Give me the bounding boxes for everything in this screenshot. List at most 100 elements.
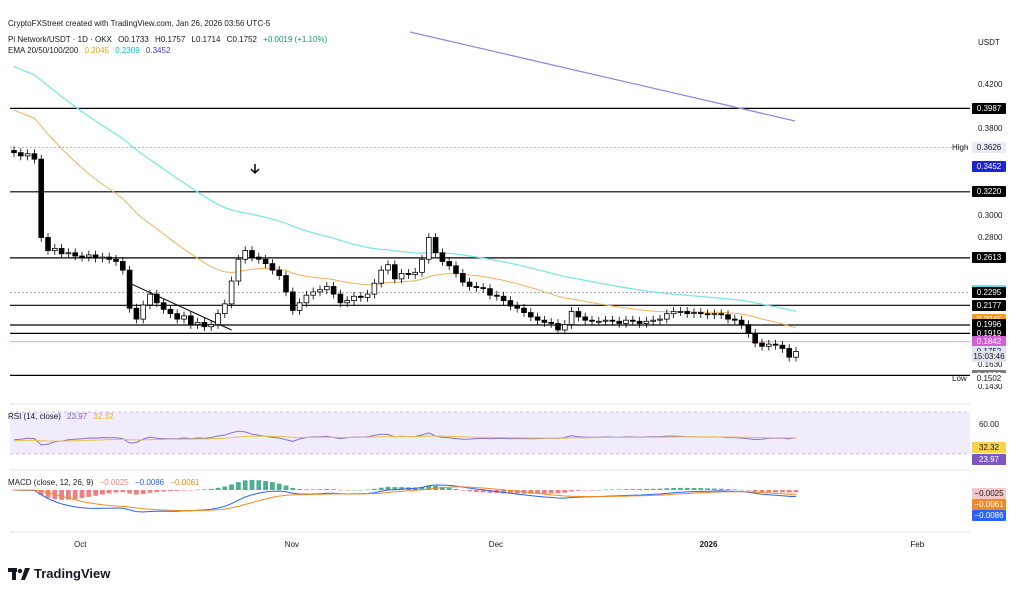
macd-legend: MACD (close, 12, 26, 9) −0.0025 −0.0086 … — [8, 478, 204, 487]
candle-body — [317, 289, 323, 293]
macd-histogram-bar — [270, 482, 275, 490]
ohlc-change: +0.0019 (+1.10%) — [263, 35, 328, 44]
candle-body — [609, 319, 616, 322]
candle-body — [208, 324, 215, 328]
candle-body — [534, 316, 541, 321]
candle-body — [228, 280, 235, 305]
candle-body — [45, 237, 51, 251]
candle-body — [602, 319, 609, 322]
candle-body — [507, 300, 514, 307]
arrow-down-icon — [250, 164, 260, 175]
macd-histogram-bar — [140, 490, 146, 495]
candle-body — [398, 273, 405, 280]
macd-histogram-bar — [113, 490, 119, 493]
price-label-badge: 15:03:46 — [972, 351, 1006, 363]
macd-histogram-bar — [664, 488, 670, 490]
candle-body — [140, 304, 147, 320]
candle-body — [262, 258, 269, 265]
macd-histogram-bar — [297, 489, 302, 490]
macd-histogram-bar — [684, 487, 690, 490]
trend-line — [129, 282, 232, 331]
macd-histogram-bar — [514, 490, 520, 494]
candle-body — [473, 286, 480, 288]
candle-body — [38, 158, 44, 238]
candle-body — [555, 323, 561, 331]
macd-histogram-bar — [576, 490, 581, 491]
price-label-prefix: Low — [952, 373, 967, 383]
candle-body — [446, 261, 452, 267]
ema-100-line — [13, 65, 797, 312]
ema-200-line — [409, 31, 796, 122]
candle-body — [480, 287, 486, 290]
candle-body — [323, 286, 330, 291]
candle-body — [589, 319, 595, 322]
candle-body — [310, 291, 316, 296]
macd-histogram-bar — [208, 488, 214, 490]
ema-200-value: 0.3452 — [145, 46, 171, 55]
candle-body — [657, 318, 663, 321]
macd-signal-value: −0.0061 — [170, 478, 200, 487]
price-tick-label: 0.1630 — [978, 359, 1003, 369]
candle-body — [364, 293, 371, 298]
candle-body — [296, 302, 303, 311]
candle-body — [562, 324, 568, 331]
macd-histogram-bar — [154, 490, 160, 493]
macd-histogram-bar — [181, 490, 187, 491]
macd-histogram-bar — [698, 488, 704, 490]
candle-body — [255, 256, 262, 260]
candle-body — [779, 344, 786, 349]
macd-histogram-bar — [562, 490, 568, 493]
candle-body — [493, 294, 500, 297]
candle-body — [745, 324, 752, 334]
price-label-badge: 0.2613 — [972, 252, 1006, 264]
candle-body — [514, 305, 520, 309]
candle-body — [500, 295, 507, 302]
candle-body — [793, 351, 799, 358]
price-tick-label: 0.3800 — [978, 123, 1003, 133]
candle-body — [419, 258, 425, 273]
rsi-scale-label: 23.97 — [972, 453, 1006, 465]
macd-histogram-bar — [610, 489, 615, 490]
macd-histogram-bar — [161, 490, 166, 492]
candle-body — [623, 319, 629, 324]
candle-body — [283, 275, 289, 293]
tradingview-logo-icon — [8, 567, 30, 580]
candle-body — [759, 342, 765, 347]
price-tick-label: 0.2800 — [978, 232, 1003, 242]
macd-histogram-bar — [344, 490, 350, 491]
candle-body — [786, 348, 792, 358]
macd-line-value: −0.0086 — [134, 478, 165, 487]
macd-histogram-bar — [229, 484, 234, 490]
macd-histogram-bar — [446, 487, 452, 490]
candle-body — [664, 313, 670, 320]
macd-histogram-bar — [759, 490, 765, 493]
macd-histogram-bar — [100, 490, 105, 495]
price-label-badge: 0.1502 — [972, 373, 1006, 385]
macd-hist-value: −0.0025 — [99, 478, 129, 487]
ema-20-line — [13, 109, 797, 329]
candle-body — [725, 314, 731, 320]
macd-histogram-bar — [304, 489, 309, 490]
candle-body — [344, 300, 350, 304]
macd-histogram-bar — [678, 487, 683, 490]
macd-histogram-bar — [106, 490, 112, 494]
macd-histogram-bar — [195, 489, 200, 491]
candle-body — [684, 311, 690, 315]
macd-histogram-bar — [705, 488, 710, 490]
candle-body — [92, 254, 99, 259]
tradingview-logo[interactable]: TradingView — [8, 566, 110, 581]
macd-histogram-bar — [392, 487, 398, 490]
candle-body — [487, 288, 493, 296]
candle-body — [133, 307, 140, 320]
candle-body — [337, 293, 344, 304]
macd-histogram-bar — [453, 488, 459, 490]
candle-body — [636, 320, 643, 324]
price-label-badge: 0.2295 — [972, 286, 1006, 298]
macd-histogram-bar — [263, 480, 268, 490]
rsi-band — [10, 412, 970, 454]
macd-histogram-bar — [630, 489, 636, 490]
candle-body — [752, 332, 758, 344]
candle-body — [405, 273, 412, 275]
price-label-badge: 0.3452 — [972, 161, 1006, 173]
